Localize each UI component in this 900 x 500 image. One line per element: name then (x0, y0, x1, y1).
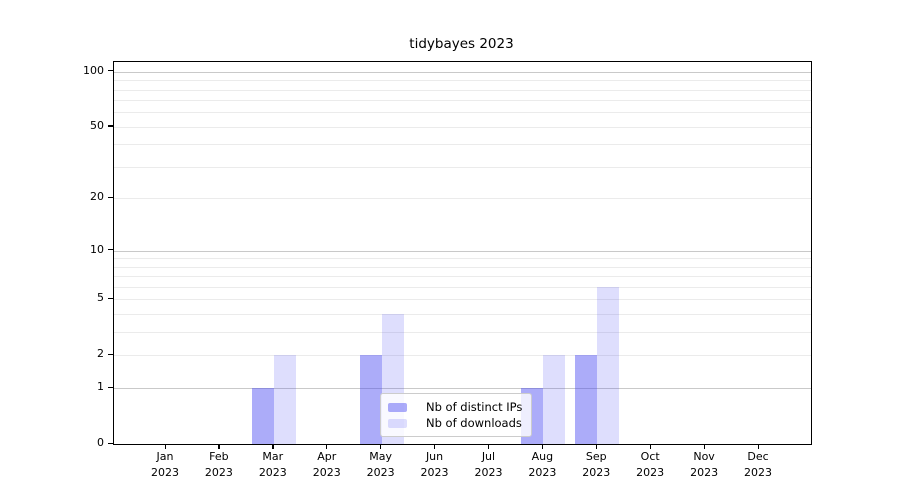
y-tick-label-100: 100 (83, 63, 104, 77)
gridline-5 (114, 298, 811, 300)
y-tick-label-50: 50 (90, 118, 104, 132)
gridline-40 (114, 143, 811, 145)
legend-label-downloads: Nb of downloads (426, 416, 522, 430)
x-tick-label-jun: Jun 2023 (420, 450, 449, 479)
x-tick-label-mar: Mar 2023 (258, 450, 287, 479)
x-tick-mark (595, 444, 597, 449)
gridline-2 (114, 354, 811, 356)
plot-area: Nb of distinct IPs Nb of downloads (113, 61, 812, 445)
y-tick-mark (108, 297, 113, 300)
x-tick-mark (757, 444, 759, 449)
gridline-70 (114, 99, 811, 101)
x-tick-mark (434, 444, 436, 449)
gridline-30 (114, 166, 811, 168)
y-tick-label-5: 5 (97, 291, 104, 305)
gridline-7 (114, 275, 811, 277)
bar-downloads-mar (273, 355, 296, 444)
x-tick-mark (703, 444, 705, 449)
gridline-80 (114, 89, 811, 91)
bar-ips-sep (575, 355, 598, 444)
gridline-100 (114, 71, 811, 73)
y-tick-label-2: 2 (97, 347, 104, 361)
y-tick-mark (108, 442, 113, 444)
gridline-6 (114, 286, 811, 288)
legend: Nb of distinct IPs Nb of downloads (380, 393, 533, 437)
chart-title: tidybayes 2023 (409, 36, 514, 52)
x-tick-label-oct: Oct 2023 (636, 450, 665, 479)
x-tick-mark (380, 444, 382, 449)
x-tick-mark (487, 444, 490, 449)
gridline-1 (114, 387, 811, 389)
gridline-50 (114, 126, 811, 128)
x-tick-label-sep: Sep 2023 (582, 450, 611, 479)
x-tick-label-jan: Jan 2023 (151, 450, 179, 479)
gridline-10 (114, 250, 811, 252)
y-tick-label-0: 0 (97, 436, 104, 449)
gridline-8 (114, 266, 811, 268)
gridline-60 (114, 111, 811, 113)
gridline-4 (114, 313, 811, 315)
gridline-9 (114, 257, 811, 259)
gridline-3 (114, 331, 811, 333)
x-tick-label-dec: Dec 2023 (744, 450, 772, 479)
legend-label-distinct-ips: Nb of distinct IPs (426, 400, 523, 414)
y-tick-mark (108, 196, 113, 199)
bar-ips-may (359, 355, 382, 444)
x-tick-label-apr: Apr 2023 (312, 450, 341, 479)
legend-swatch-downloads (388, 418, 407, 428)
legend-item-distinct-ips: Nb of distinct IPs (388, 399, 522, 415)
x-tick-label-may: May 2023 (366, 450, 395, 479)
y-tick-label-10: 10 (90, 242, 104, 256)
y-tick-label-20: 20 (90, 190, 104, 204)
x-tick-label-aug: Aug 2023 (528, 450, 557, 479)
x-tick-mark (164, 444, 166, 449)
x-tick-mark (218, 444, 220, 449)
legend-swatch-distinct-ips (388, 402, 407, 412)
y-tick-mark (108, 353, 113, 356)
x-tick-mark (541, 444, 544, 449)
y-tick-mark (108, 386, 113, 388)
bar-downloads-aug (543, 355, 566, 444)
x-tick-label-feb: Feb 2023 (204, 450, 233, 479)
bar-ips-mar (251, 388, 274, 444)
y-tick-mark (108, 249, 113, 251)
gridline-20 (114, 197, 811, 199)
y-tick-label-1: 1 (97, 380, 104, 394)
x-tick-mark (272, 444, 274, 449)
y-tick-mark (108, 70, 113, 72)
x-tick-label-nov: Nov 2023 (690, 450, 719, 479)
x-tick-mark (326, 444, 328, 449)
x-tick-mark (649, 444, 651, 449)
legend-item-downloads: Nb of downloads (388, 415, 522, 431)
gridline-90 (114, 79, 811, 81)
x-tick-label-jul: Jul 2023 (474, 450, 503, 479)
bar-downloads-sep (597, 287, 620, 444)
y-tick-mark (108, 125, 113, 127)
